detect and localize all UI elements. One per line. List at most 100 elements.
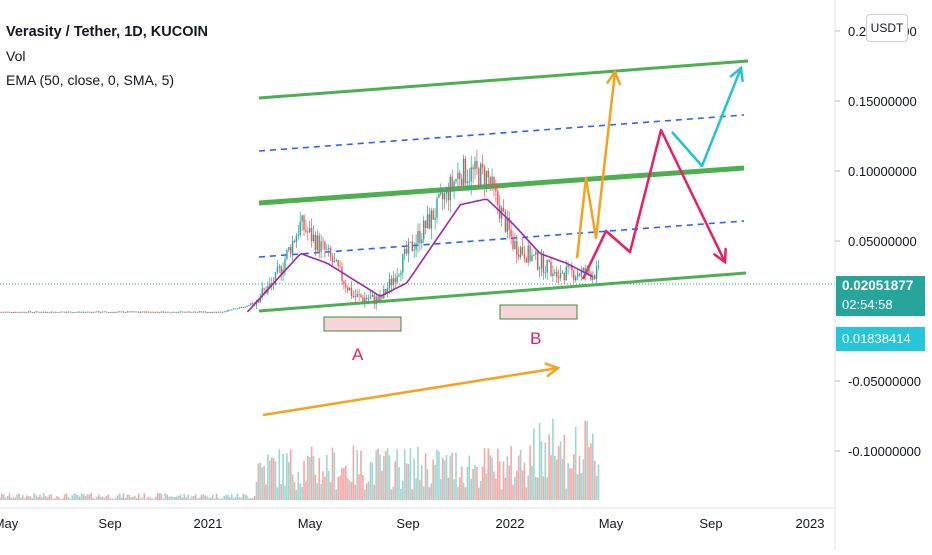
candle-body	[518, 254, 520, 257]
candle-body	[510, 229, 512, 237]
candle-body	[196, 312, 199, 313]
volume-bar	[582, 459, 585, 500]
candle-body	[527, 245, 529, 263]
candle-body	[531, 255, 533, 261]
candle-body	[39, 311, 41, 313]
chart-title: Verasity / Tether, 1D, KUCOIN	[6, 24, 208, 40]
candle-body	[62, 311, 64, 313]
volume-bar	[23, 498, 26, 500]
volume-bar	[147, 497, 149, 500]
candle-body	[37, 311, 39, 313]
candle-body	[369, 296, 372, 299]
candle-body	[423, 220, 425, 240]
candle-body	[445, 187, 448, 194]
candle-body	[238, 307, 241, 309]
candle-body	[189, 311, 191, 313]
candle-body	[92, 311, 94, 313]
volume-bar	[31, 498, 34, 500]
candle-body	[250, 303, 252, 306]
candle-body	[86, 311, 89, 313]
volume-bar	[124, 498, 127, 500]
volume-bar	[71, 495, 73, 500]
candle-body	[286, 250, 288, 260]
candle-body	[259, 297, 261, 303]
candle-body	[554, 271, 556, 274]
volume-bar	[58, 497, 60, 500]
candle-body	[557, 276, 560, 279]
volume-bar	[111, 498, 113, 500]
y-tick-label: 0.15000000	[848, 94, 917, 109]
candle-body	[400, 272, 402, 275]
volume-bar	[289, 449, 292, 500]
candle-body	[457, 172, 459, 179]
volume-bar	[415, 478, 417, 500]
candle-body	[377, 296, 379, 301]
volume-bar	[320, 483, 322, 500]
volume-bar	[516, 470, 518, 500]
candle-body	[276, 267, 279, 272]
x-tick-label: May	[298, 516, 323, 531]
candle-body	[164, 311, 166, 313]
candle-body	[335, 260, 337, 262]
volume-bar	[318, 458, 320, 500]
volume-bar	[510, 446, 512, 500]
candle-body	[208, 312, 210, 313]
volume-bar	[115, 497, 117, 500]
volume-bar	[466, 466, 469, 500]
volume-bar	[447, 477, 450, 500]
candle-body	[419, 230, 421, 244]
candle-body	[556, 271, 558, 277]
candle-body	[105, 311, 108, 313]
volume-bar	[508, 465, 510, 500]
channel-mid-dashed-upper	[258, 114, 745, 152]
candle-body	[404, 248, 406, 255]
candle-body	[347, 287, 349, 291]
volume-bar	[187, 494, 189, 500]
candle-body	[246, 305, 248, 307]
candle-body	[461, 178, 463, 186]
volume-bar	[204, 495, 206, 500]
candle-body	[157, 311, 159, 313]
volume-bar	[327, 471, 330, 500]
volume-bar	[428, 487, 431, 500]
volume-bar	[217, 497, 220, 500]
volume-bar	[39, 494, 41, 500]
candle-body	[489, 177, 491, 185]
candle-body	[29, 311, 32, 313]
currency-unit-button[interactable]: USDT	[866, 14, 908, 42]
volume-bar	[352, 445, 355, 500]
candle-body	[364, 297, 366, 302]
candle-body	[352, 295, 355, 297]
volume-bar	[554, 455, 556, 500]
volume-bar	[210, 497, 212, 500]
candle-body	[162, 311, 165, 313]
volume-bar	[232, 497, 235, 500]
volume-bar	[113, 498, 115, 500]
candle-body	[12, 312, 14, 313]
volume-bar	[571, 468, 573, 500]
volume-bar	[122, 493, 125, 500]
volume-bar	[92, 497, 94, 500]
candle-body	[375, 296, 377, 305]
volume-bar	[383, 456, 385, 500]
candle-body	[20, 312, 22, 313]
candle-body	[202, 311, 204, 313]
candle-body	[41, 312, 43, 314]
volume-bar	[354, 484, 357, 500]
x-tick-label: Sep	[396, 516, 419, 531]
candle-body	[271, 283, 273, 285]
candle-body	[100, 312, 102, 314]
candle-body	[33, 312, 35, 314]
volume-bar	[373, 484, 376, 500]
candle-body	[326, 249, 328, 251]
candles	[0, 150, 600, 314]
candle-body	[155, 311, 157, 313]
volume-bar	[99, 496, 102, 500]
projection-crimson-path	[581, 128, 727, 280]
volume-bar	[424, 453, 427, 500]
candle-body	[573, 270, 575, 281]
volume-bar	[398, 467, 400, 500]
volume-bar	[597, 464, 600, 500]
